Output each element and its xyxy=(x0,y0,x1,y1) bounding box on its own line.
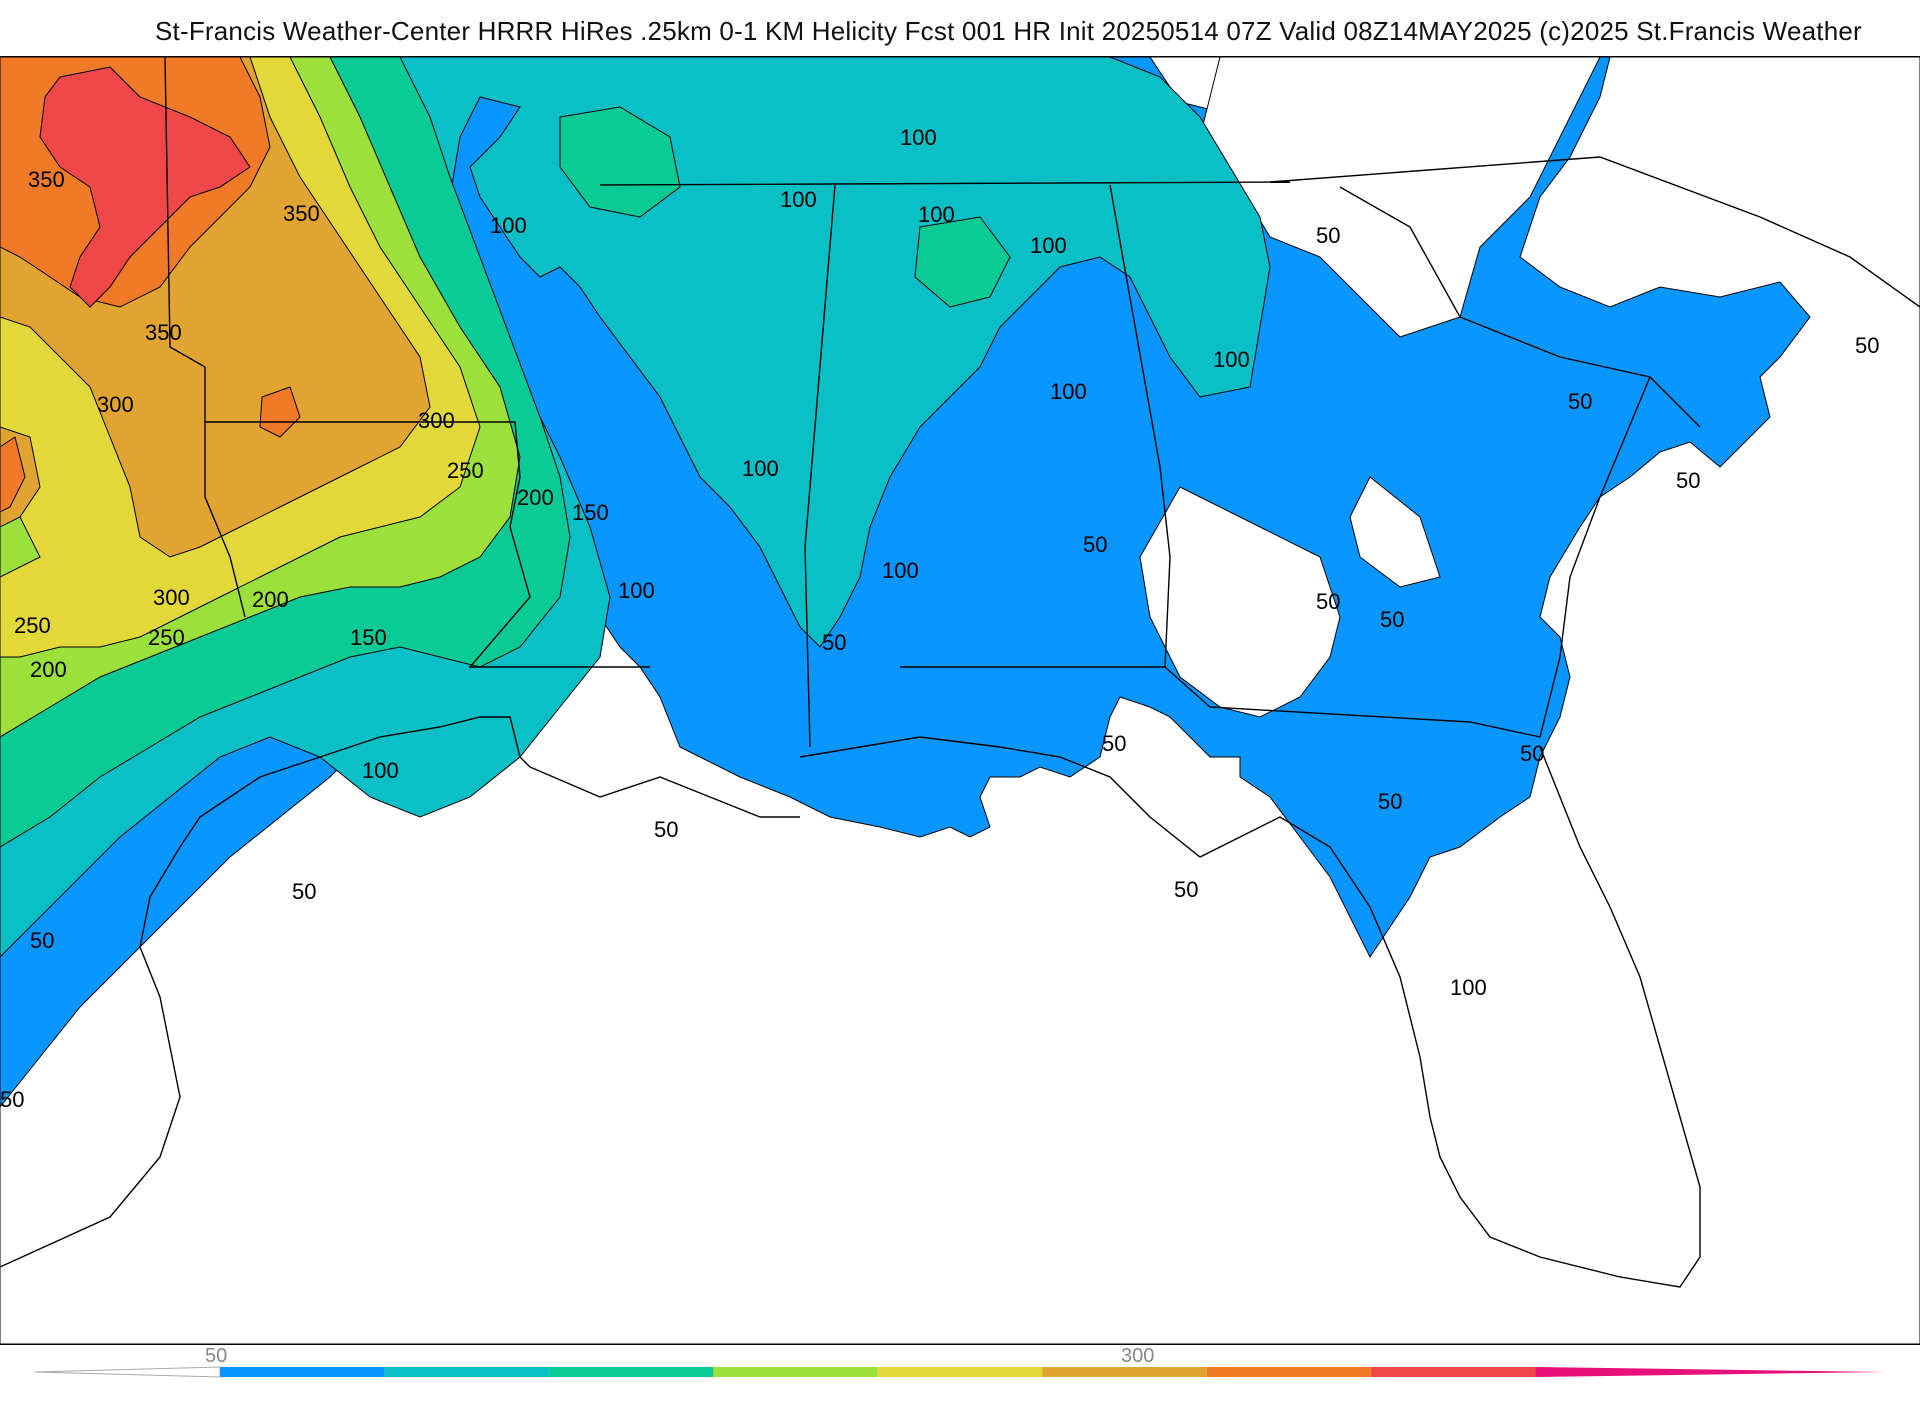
contour-label: 350 xyxy=(145,320,182,345)
color-legend xyxy=(0,1343,1920,1400)
helicity-150-region xyxy=(914,216,1011,308)
contour-label: 100 xyxy=(900,125,937,150)
helicity-400-region xyxy=(39,66,251,308)
map-canvas: 350 350 350 300 300 250 200 150 250 300 … xyxy=(0,57,1920,1344)
contour-label: 100 xyxy=(780,187,817,212)
contour-label: 150 xyxy=(350,625,387,650)
contour-label: 50 xyxy=(1520,741,1544,766)
contour-label: 100 xyxy=(490,213,527,238)
contour-labels: 350 350 350 300 300 250 200 150 250 300 … xyxy=(0,125,1879,1112)
contour-label: 100 xyxy=(1030,233,1067,258)
boundary-line xyxy=(900,184,1171,668)
contour-label: 50 xyxy=(1380,607,1404,632)
boundary-line xyxy=(804,184,836,748)
legend-tick-label: 300 xyxy=(1121,1345,1155,1367)
contour-label: 300 xyxy=(153,585,190,610)
legend-segments xyxy=(34,1366,1885,1378)
contour-label: 100 xyxy=(1450,975,1487,1000)
contour-label: 50 xyxy=(654,817,678,842)
below-50-hole xyxy=(1349,476,1441,588)
boundary-line xyxy=(799,736,1701,1288)
boundary-line xyxy=(1539,376,1651,738)
title-bar: St-Francis Weather-Center HRRR HiRes .25… xyxy=(0,0,1920,56)
contour-label: 100 xyxy=(918,202,955,227)
contour-label: 300 xyxy=(418,408,455,433)
legend-color-segment xyxy=(220,1367,385,1377)
contour-label: 350 xyxy=(28,167,65,192)
legend-color-segment xyxy=(1371,1367,1536,1377)
contour-label: 200 xyxy=(517,485,554,510)
legend-color-segment xyxy=(548,1367,714,1377)
boundary-line xyxy=(1339,186,1701,428)
legend-color-segment xyxy=(877,1367,1043,1377)
contour-label: 50 xyxy=(292,879,316,904)
boundary-line xyxy=(164,57,246,618)
state-boundaries xyxy=(0,57,1920,1288)
contour-label: 50 xyxy=(1083,532,1107,557)
legend-bar xyxy=(34,1366,1885,1378)
contour-label: 50 xyxy=(1316,223,1340,248)
contour-label: 50 xyxy=(1568,389,1592,414)
map-title: St-Francis Weather-Center HRRR HiRes .25… xyxy=(155,16,1862,46)
boundary-line xyxy=(529,766,800,818)
contour-label: 50 xyxy=(1102,731,1126,756)
helicity-map[interactable]: 350 350 350 300 300 250 200 150 250 300 … xyxy=(0,56,1920,1345)
contour-label: 50 xyxy=(0,1087,24,1112)
contour-label: 350 xyxy=(283,201,320,226)
helicity-150-region xyxy=(559,106,681,218)
contour-label: 100 xyxy=(882,558,919,583)
boundary-line xyxy=(1164,666,1541,738)
legend-tick-label: 50 xyxy=(205,1345,228,1367)
contour-label: 100 xyxy=(362,758,399,783)
contour-label: 50 xyxy=(30,928,54,953)
contour-label: 50 xyxy=(1855,333,1879,358)
contour-label: 250 xyxy=(14,613,51,638)
below-50-hole xyxy=(1139,486,1341,718)
contour-label: 50 xyxy=(1676,468,1700,493)
contour-label: 150 xyxy=(572,500,609,525)
contour-label: 100 xyxy=(618,578,655,603)
legend-color-segment xyxy=(1535,1367,1885,1377)
contour-label: 100 xyxy=(1213,347,1250,372)
legend-color-segment xyxy=(1042,1367,1207,1377)
contour-label: 50 xyxy=(1378,789,1402,814)
contour-label: 200 xyxy=(252,587,289,612)
contour-label: 250 xyxy=(148,625,185,650)
contour-label: 50 xyxy=(822,630,846,655)
legend-color-segment xyxy=(713,1367,878,1377)
legend-color-segment xyxy=(384,1367,549,1377)
contour-label: 200 xyxy=(30,657,67,682)
boundary-line xyxy=(0,716,531,1268)
helicity-350-region xyxy=(0,436,26,513)
contour-label: 100 xyxy=(1050,379,1087,404)
boundary-line xyxy=(1269,156,1920,308)
contour-label: 50 xyxy=(1316,589,1340,614)
contour-label: 100 xyxy=(742,456,779,481)
contour-label: 50 xyxy=(1174,877,1198,902)
boundary-line xyxy=(599,181,1291,186)
legend-arrow-left xyxy=(34,1366,221,1378)
contour-label: 250 xyxy=(447,458,484,483)
legend-color-segment xyxy=(1206,1367,1372,1377)
contour-label: 300 xyxy=(97,392,134,417)
boundary-line xyxy=(205,421,650,668)
